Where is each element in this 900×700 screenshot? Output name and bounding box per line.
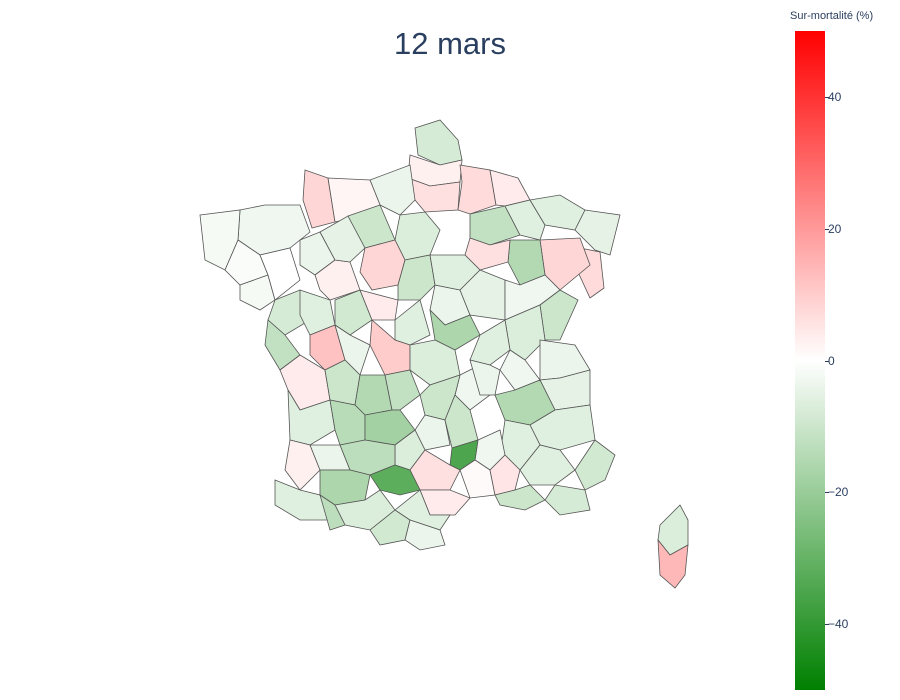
colorbar — [795, 31, 825, 690]
department-var — [544, 484, 591, 516]
department-hautes-pyrenees — [319, 494, 346, 531]
colorbar-tick-label: 40 — [828, 89, 842, 104]
department-pyrenees-orientales — [404, 519, 446, 551]
department-seine-maritime — [302, 169, 336, 229]
department-eure-et-loir — [359, 239, 406, 291]
colorbar-tickmark — [825, 624, 829, 626]
department-indre-et-loire — [334, 289, 373, 336]
department-saone-et-loire — [469, 319, 511, 366]
colorbar-tick-label: −40 — [828, 617, 849, 632]
department-creuse — [384, 369, 421, 411]
department-rhone — [469, 359, 501, 396]
department-alpes-maritimes — [574, 439, 616, 491]
colorbar-tick-label: 20 — [828, 221, 842, 236]
department-corse-du-sud — [657, 538, 689, 589]
chart-title: 12 mars — [394, 26, 506, 61]
colorbar-tickmark — [825, 96, 829, 98]
colorbar-tickmark — [825, 360, 829, 362]
department-orne — [319, 215, 366, 263]
colorbar-tick-label: −20 — [828, 485, 849, 500]
colorbar-tickmark — [825, 228, 829, 230]
department-marne — [469, 205, 521, 246]
department-landes — [284, 439, 321, 491]
department-nord — [414, 119, 463, 166]
department-ille-et-vilaine — [259, 247, 301, 301]
colorbar-tickmark — [825, 492, 829, 494]
department-meuse — [504, 199, 546, 241]
department-vienne — [334, 324, 371, 376]
department-morbihan — [239, 274, 276, 311]
department-bas-rhin — [574, 209, 621, 256]
department-ardennes — [489, 169, 531, 207]
department-cher — [394, 299, 431, 346]
department-cantal — [414, 414, 451, 451]
colorbar-tick-label: 0 — [828, 353, 835, 368]
colorbar-title: Sur-mortalité (%) — [790, 10, 874, 22]
department-vaucluse — [489, 454, 521, 496]
department-loire-atlantique — [267, 289, 311, 336]
